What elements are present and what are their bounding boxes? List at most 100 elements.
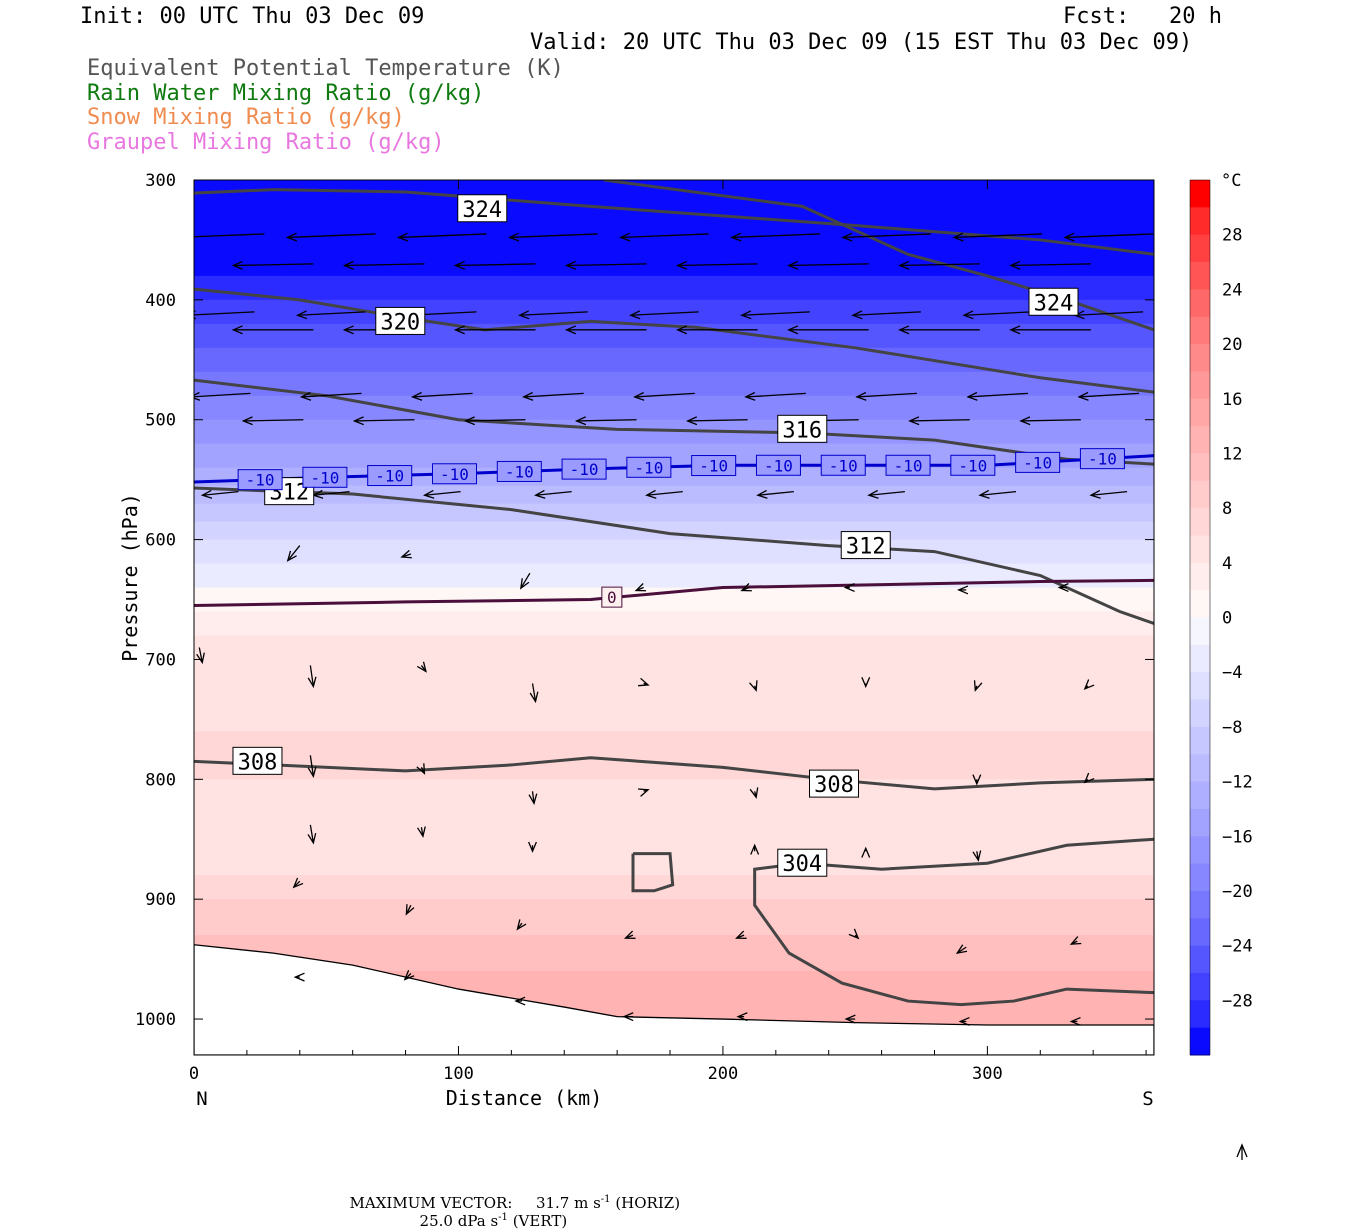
wind-vector-shaft bbox=[523, 392, 584, 398]
wind-vector-head bbox=[675, 260, 688, 270]
wind-vector-shaft bbox=[535, 490, 572, 496]
wind-vector-head bbox=[966, 391, 978, 401]
wind-vector-shaft bbox=[788, 263, 869, 267]
wind-vector-shaft bbox=[243, 419, 304, 422]
colorbar-swatch bbox=[1190, 808, 1210, 837]
wind-vector-shaft bbox=[979, 490, 1017, 496]
wind-vector bbox=[973, 680, 983, 692]
wind-vector-head bbox=[622, 1012, 634, 1022]
colorbar-swatch bbox=[1190, 726, 1210, 755]
isotherm-label-box bbox=[626, 456, 672, 478]
wind-vector bbox=[417, 826, 426, 838]
colorbar-label: 28 bbox=[1222, 226, 1242, 246]
temperature-band bbox=[194, 180, 1154, 229]
wind-vector-shaft bbox=[757, 490, 794, 496]
wind-vector bbox=[463, 416, 526, 426]
wind-vector-shaft bbox=[620, 233, 709, 239]
temperature-band bbox=[194, 779, 1154, 840]
wind-vector bbox=[955, 944, 968, 955]
wind-vector-head bbox=[403, 969, 415, 981]
wind-vector-head bbox=[416, 763, 426, 775]
isotherm-label-text: 0 bbox=[607, 588, 617, 607]
y-tick-label: 1000 bbox=[135, 1010, 176, 1030]
max-vertical-head bbox=[1236, 1143, 1248, 1158]
plot-frame bbox=[193, 179, 1155, 1056]
isotherm-label-box bbox=[1079, 448, 1125, 470]
isotherm-label-minus10: -10 bbox=[691, 455, 737, 477]
isotherm-0 bbox=[194, 578, 1154, 608]
temperature-band bbox=[194, 371, 1154, 397]
wind-vector-shaft bbox=[465, 419, 526, 422]
wind-vector-head bbox=[417, 826, 426, 838]
wind-vector-head bbox=[750, 843, 760, 855]
wind-vector-head bbox=[1009, 325, 1021, 335]
colorbar-swatch bbox=[1190, 480, 1210, 509]
wind-vector bbox=[196, 647, 205, 665]
wind-vector-shaft bbox=[194, 311, 255, 316]
wind-vector-head bbox=[416, 661, 427, 673]
isotherm-label-text: -10 bbox=[699, 457, 728, 476]
wind-vector-head bbox=[787, 325, 799, 335]
wind-vector bbox=[522, 391, 584, 401]
isotherm-label-zero: 0 bbox=[601, 586, 623, 608]
theta-e-label-7-text: 308 bbox=[814, 773, 854, 798]
colorbar-unit: °C bbox=[1221, 171, 1241, 191]
colorbar-label: −8 bbox=[1222, 718, 1242, 738]
wind-vector-head bbox=[1083, 772, 1095, 784]
wind-vector-head bbox=[638, 788, 650, 797]
wind-vector-head bbox=[405, 904, 415, 916]
wind-vector bbox=[396, 232, 487, 242]
colorbar-swatch bbox=[1190, 644, 1210, 673]
wind-vector bbox=[634, 583, 647, 592]
wind-vector-shaft bbox=[287, 233, 376, 239]
wind-vector-head bbox=[352, 416, 364, 426]
wind-vector bbox=[352, 416, 415, 426]
wind-vector bbox=[1089, 489, 1128, 499]
wind-vector-head bbox=[629, 310, 641, 320]
wind-vector-shaft bbox=[531, 791, 535, 804]
isotherm-label-box bbox=[302, 466, 348, 488]
colorbar-swatch bbox=[1190, 617, 1210, 646]
wind-vector bbox=[528, 791, 538, 805]
isotherm-label-box bbox=[1015, 451, 1061, 473]
wind-vectors bbox=[194, 232, 1154, 1026]
wind-vector-shaft bbox=[405, 904, 412, 915]
wind-vector bbox=[629, 310, 699, 320]
wind-vector-head bbox=[453, 260, 466, 270]
valid-time: Valid: 20 UTC Thu 03 Dec 09 (15 EST Thu … bbox=[530, 30, 1193, 55]
y-tick-label: 300 bbox=[145, 171, 176, 191]
wind-vector-head bbox=[299, 391, 312, 401]
wind-vector-head bbox=[564, 260, 577, 270]
isotherm-label-minus10: -10 bbox=[820, 454, 866, 476]
colorbar-swatch bbox=[1190, 535, 1210, 564]
isotherm-label-text: -10 bbox=[375, 467, 404, 486]
wind-vector-shaft bbox=[566, 263, 647, 267]
wind-vector-shaft bbox=[745, 392, 806, 398]
wind-vector-shaft bbox=[1065, 233, 1154, 239]
colorbar-swatch bbox=[1190, 207, 1210, 236]
wind-vector-shaft bbox=[412, 392, 473, 398]
wind-vector-head bbox=[342, 325, 354, 335]
y-tick-label: 900 bbox=[145, 890, 176, 910]
colorbar-swatch bbox=[1190, 1027, 1210, 1056]
wind-vector-head bbox=[623, 930, 636, 939]
wind-vector bbox=[307, 755, 317, 778]
wind-vector-head bbox=[749, 787, 759, 799]
isotherm-label-text: -10 bbox=[505, 462, 534, 481]
wind-vector-head bbox=[241, 416, 253, 426]
wind-vector bbox=[898, 325, 980, 335]
wind-vector bbox=[735, 930, 747, 939]
isotherm-label-text: -10 bbox=[894, 456, 923, 475]
wind-vector-shaft bbox=[630, 311, 699, 316]
temperature-band bbox=[194, 899, 1154, 936]
wind-vector bbox=[841, 232, 931, 242]
wind-vector-head bbox=[898, 325, 910, 335]
colorbar-swatch bbox=[1190, 945, 1210, 974]
isotherm-label-text: -10 bbox=[958, 456, 987, 475]
wind-vector-head bbox=[574, 416, 587, 426]
wind-vector-head bbox=[848, 928, 860, 940]
wind-vector-shaft bbox=[1090, 490, 1128, 496]
wind-vector-head bbox=[978, 489, 990, 499]
wind-vector bbox=[231, 325, 314, 335]
wind-vector bbox=[1083, 772, 1095, 784]
